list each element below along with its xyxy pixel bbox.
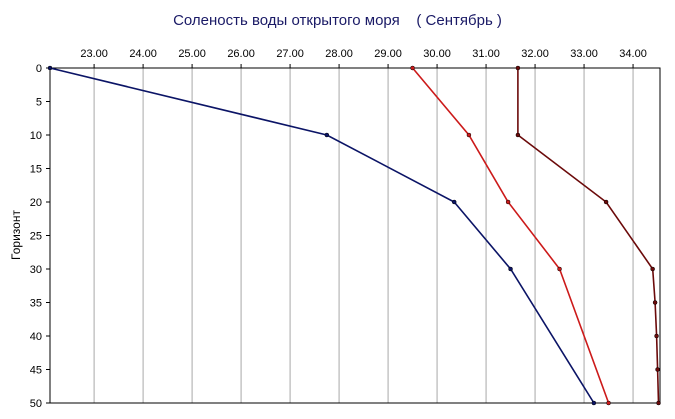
y-tick-label: 45 [30,365,42,377]
x-tick-label: 25.00 [178,48,206,60]
series-line [49,67,595,404]
data-point [654,333,659,339]
data-point [606,400,611,406]
data-point [324,132,330,138]
y-tick-label: 40 [30,331,42,343]
data-point [652,300,658,305]
y-tick-label: 10 [30,130,42,142]
y-tick-label: 5 [36,97,42,109]
data-point [451,199,457,205]
data-point [505,199,511,205]
data-point [557,266,562,272]
x-tick-label: 30.00 [423,48,451,60]
x-tick-label: 28.00 [325,48,353,60]
y-tick-label: 30 [30,264,42,276]
data-point [656,400,661,406]
y-tick-label: 20 [30,197,42,209]
data-point [591,400,597,406]
x-tick-label: 26.00 [227,48,255,60]
data-point [47,65,53,71]
data-point [508,266,513,272]
x-tick-label: 29.00 [374,48,402,60]
x-tick-label: 24.00 [129,48,157,60]
x-tick-label: 34.00 [619,48,647,60]
y-tick-label: 0 [36,63,42,75]
plot-frame [49,67,661,404]
data-point [410,65,415,71]
chart-title: Соленость воды открытого моря ( Сентябрь… [173,12,502,29]
x-tick-label: 31.00 [472,48,500,60]
data-point [603,199,609,205]
x-tick-label: 23.00 [80,48,108,60]
y-tick-label: 15 [30,164,42,176]
x-tick-label: 33.00 [570,48,598,60]
x-tick-label: 27.00 [276,48,304,60]
data-point [515,65,521,71]
y-tick-label: 35 [30,298,42,310]
data-point [515,132,521,138]
x-tick-label: 32.00 [521,48,549,60]
series-line [411,67,610,404]
series-line [517,68,660,404]
y-tick-label: 50 [30,398,42,410]
data-point [650,266,655,272]
data-point [655,367,660,372]
data-point [466,132,472,138]
y-tick-label: 25 [30,231,42,243]
